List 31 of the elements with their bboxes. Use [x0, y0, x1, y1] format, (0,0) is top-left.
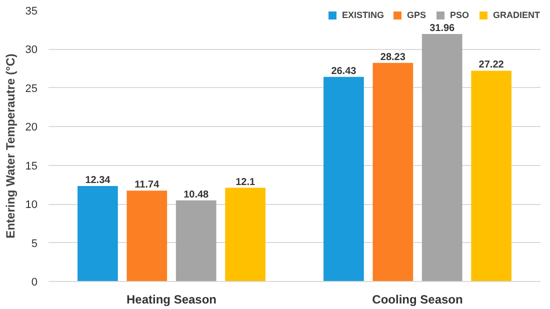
y-tick-label: 35 — [25, 6, 38, 18]
legend-label: EXISTING — [342, 10, 384, 20]
x-tick-label: Cooling Season — [372, 292, 463, 306]
bar — [176, 200, 216, 282]
bar — [126, 190, 168, 282]
bar — [372, 62, 414, 282]
data-label: 12.34 — [85, 174, 111, 186]
data-label: 27.22 — [478, 60, 504, 71]
legend-label: GPS — [407, 10, 427, 20]
y-tick-label: 20 — [25, 122, 38, 134]
data-label: 12.1 — [236, 176, 256, 188]
data-label: 11.74 — [134, 180, 160, 191]
bar — [225, 188, 266, 282]
legend-label: GRADIENT — [493, 10, 540, 20]
y-tick-label: 5 — [31, 238, 38, 250]
bar — [422, 34, 462, 282]
y-tick-label: 15 — [25, 160, 38, 172]
data-label: 31.96 — [430, 23, 456, 34]
y-tick-label: 10 — [25, 199, 38, 212]
bar — [471, 70, 512, 282]
y-tick-label: 0 — [31, 276, 38, 288]
x-tick-label: Heating Season — [126, 292, 217, 306]
data-label: 10.48 — [184, 189, 210, 200]
data-label: 28.23 — [380, 52, 406, 63]
bar — [324, 76, 364, 282]
bar — [78, 186, 118, 282]
data-label: 26.43 — [331, 66, 357, 77]
y-tick-label: 25 — [25, 82, 38, 95]
y-tick-label: 30 — [25, 44, 38, 56]
y-axis-title: Entering Water Temperautre (°C) — [3, 54, 18, 238]
legend-label: PSO — [450, 10, 470, 20]
